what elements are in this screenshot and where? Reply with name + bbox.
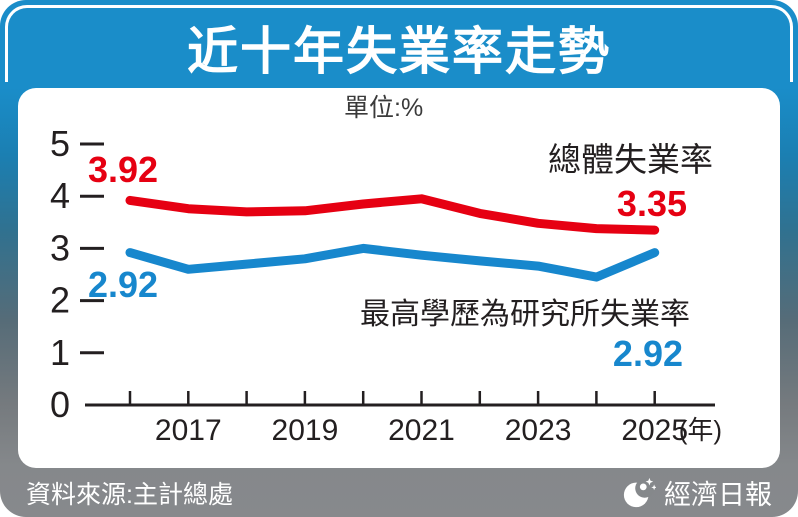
graduate-series-label: 最高學歷為研究所失業率 [360,298,690,331]
graduate-end-value: 2.92 [612,333,683,374]
page-title: 近十年失業率走勢 [186,23,611,80]
footer-bar: 資料來源:主計總處 經濟日報 [0,468,798,517]
brand-name: 經濟日報 [664,480,772,510]
line-chart: 0 1 2 3 4 5 2017 2019 2021 2023 2025(年) [50,123,722,447]
y-tick-label: 2 [50,280,70,321]
y-tick-label: 1 [50,332,70,373]
x-tick-label: 2017 [155,414,222,447]
y-tick-label: 5 [50,123,70,164]
y-tick-label: 0 [50,384,70,425]
series-line-0 [125,194,660,235]
data-source-label: 資料來源:主計總處 [26,480,233,509]
x-tick-label: 2019 [272,414,339,447]
x-axis-suffix: (年) [679,415,722,445]
graduate-start-value: 2.92 [88,264,159,305]
overall-end-value: 3.35 [616,183,687,224]
economic-daily-logo-icon [623,477,656,507]
x-tick-label: 2021 [388,414,455,447]
x-tick-label: 2023 [505,414,572,447]
brand-lockup: 經濟日報 [622,473,772,512]
x-tick-label: 2025 [621,414,688,447]
y-tick-label: 4 [50,175,70,216]
chart-panel: 0 1 2 3 4 5 2017 2019 2021 2023 2025 (年) 單位:% 3.92 … [18,88,780,468]
overall-series-label: 總體失業率 [548,141,713,178]
y-tick-label: 3 [50,227,70,268]
unit-label: 單位:% [344,94,424,122]
overall-start-value: 3.92 [88,149,159,190]
series-line-1 [125,243,660,282]
